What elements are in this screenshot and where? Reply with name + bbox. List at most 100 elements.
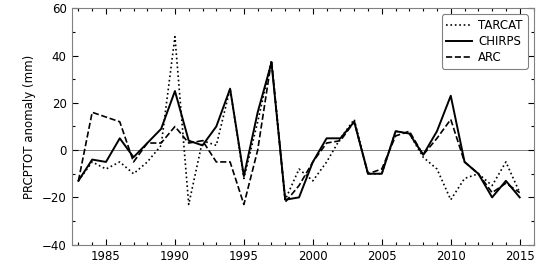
CHIRPS [282, 198, 289, 201]
ARC [227, 160, 233, 163]
CHIRPS [503, 179, 509, 183]
ARC [144, 141, 151, 145]
ARC [392, 134, 399, 138]
TARCAT [158, 144, 164, 147]
TARCAT [227, 87, 233, 90]
TARCAT [323, 160, 330, 163]
TARCAT [475, 172, 482, 175]
TARCAT [255, 120, 261, 123]
Line: CHIRPS: CHIRPS [79, 63, 520, 200]
TARCAT [199, 139, 206, 142]
TARCAT [365, 172, 371, 175]
CHIRPS [392, 130, 399, 133]
ARC [448, 118, 454, 121]
ARC [378, 167, 385, 171]
TARCAT [489, 184, 496, 187]
TARCAT [268, 59, 275, 62]
ARC [158, 141, 164, 145]
TARCAT [503, 160, 509, 163]
TARCAT [378, 172, 385, 175]
CHIRPS [213, 125, 219, 128]
TARCAT [448, 198, 454, 201]
TARCAT [337, 137, 344, 140]
TARCAT [420, 156, 426, 159]
CHIRPS [240, 175, 247, 178]
Legend: TARCAT, CHIRPS, ARC: TARCAT, CHIRPS, ARC [442, 14, 527, 69]
CHIRPS [351, 120, 358, 123]
CHIRPS [117, 137, 123, 140]
CHIRPS [296, 196, 303, 199]
ARC [255, 148, 261, 152]
ARC [475, 172, 482, 175]
ARC [117, 120, 123, 123]
TARCAT [75, 179, 82, 183]
CHIRPS [158, 127, 164, 131]
ARC [185, 141, 192, 145]
CHIRPS [337, 137, 344, 140]
CHIRPS [323, 137, 330, 140]
ARC [503, 182, 509, 185]
CHIRPS [130, 156, 137, 159]
CHIRPS [461, 160, 468, 163]
TARCAT [213, 144, 219, 147]
TARCAT [240, 177, 247, 180]
TARCAT [185, 203, 192, 206]
CHIRPS [89, 158, 96, 161]
TARCAT [310, 179, 316, 183]
ARC [199, 139, 206, 142]
TARCAT [406, 132, 412, 135]
CHIRPS [310, 160, 316, 163]
TARCAT [433, 167, 440, 171]
TARCAT [89, 160, 96, 163]
TARCAT [117, 160, 123, 163]
CHIRPS [199, 144, 206, 147]
ARC [75, 179, 82, 183]
CHIRPS [75, 179, 82, 183]
CHIRPS [448, 94, 454, 98]
ARC [365, 172, 371, 175]
ARC [489, 191, 496, 194]
CHIRPS [144, 141, 151, 145]
TARCAT [130, 172, 137, 175]
TARCAT [296, 167, 303, 171]
Y-axis label: PRCPTOT anomaly (mm): PRCPTOT anomaly (mm) [23, 54, 36, 198]
ARC [103, 115, 109, 119]
ARC [282, 200, 289, 204]
CHIRPS [103, 160, 109, 163]
CHIRPS [227, 87, 233, 90]
ARC [323, 141, 330, 145]
CHIRPS [365, 172, 371, 175]
ARC [89, 111, 96, 114]
CHIRPS [185, 139, 192, 142]
ARC [296, 184, 303, 187]
CHIRPS [378, 172, 385, 175]
CHIRPS [516, 196, 523, 199]
ARC [310, 160, 316, 163]
ARC [420, 153, 426, 157]
TARCAT [351, 118, 358, 121]
CHIRPS [433, 130, 440, 133]
Line: TARCAT: TARCAT [79, 37, 520, 205]
ARC [172, 125, 178, 128]
TARCAT [392, 130, 399, 133]
TARCAT [103, 167, 109, 171]
CHIRPS [420, 153, 426, 157]
ARC [433, 137, 440, 140]
CHIRPS [268, 61, 275, 64]
TARCAT [461, 177, 468, 180]
ARC [268, 59, 275, 62]
ARC [516, 191, 523, 194]
ARC [213, 160, 219, 163]
TARCAT [516, 191, 523, 194]
ARC [461, 160, 468, 163]
ARC [351, 120, 358, 123]
CHIRPS [489, 196, 496, 199]
ARC [337, 139, 344, 142]
TARCAT [144, 160, 151, 163]
Line: ARC: ARC [79, 60, 520, 205]
CHIRPS [406, 132, 412, 135]
CHIRPS [475, 172, 482, 175]
TARCAT [282, 198, 289, 201]
TARCAT [172, 35, 178, 38]
CHIRPS [172, 90, 178, 93]
